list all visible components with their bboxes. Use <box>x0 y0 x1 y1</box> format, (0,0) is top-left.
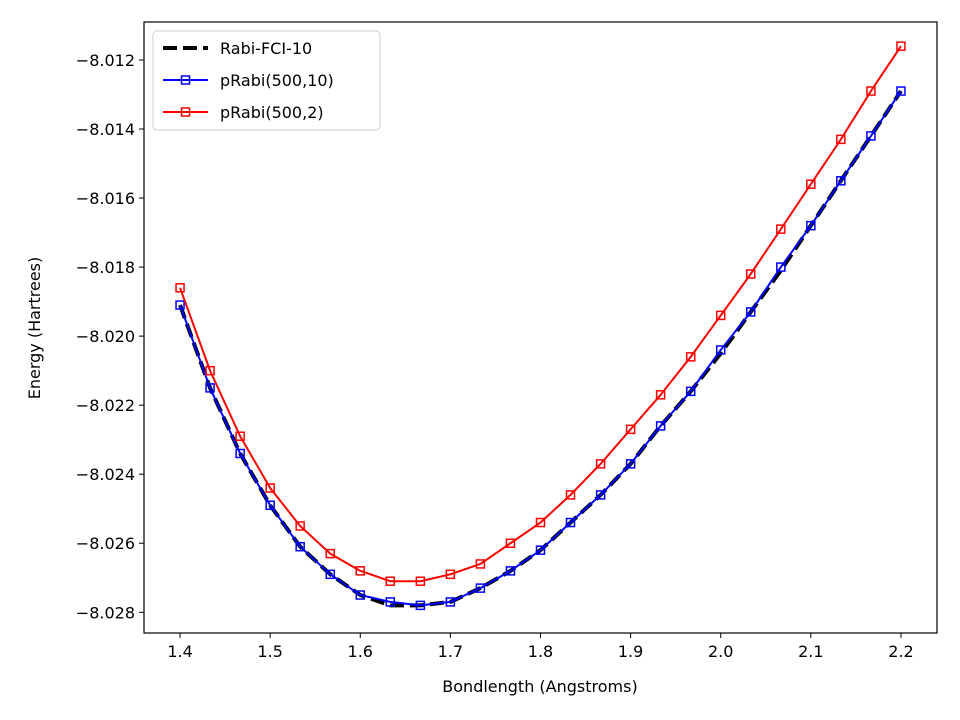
data-point-marker <box>235 431 245 441</box>
x-tick-label: 2.1 <box>798 642 823 661</box>
y-tick-label: −8.028 <box>76 603 135 622</box>
data-point-marker <box>806 179 816 189</box>
data-point-marker <box>685 386 696 397</box>
data-point-marker <box>625 424 636 435</box>
data-point-marker <box>175 300 185 310</box>
data-point-marker <box>806 220 816 231</box>
data-point-marker <box>355 566 366 576</box>
data-point-marker <box>385 576 396 586</box>
data-point-marker <box>595 459 606 469</box>
x-tick-label: 2.0 <box>708 642 733 661</box>
data-point-marker <box>325 548 336 559</box>
x-axis-label: Bondlength (Angstroms) <box>442 677 637 696</box>
y-tick-label: −8.022 <box>76 396 135 415</box>
data-point-marker <box>445 569 456 580</box>
data-point-marker <box>175 283 185 293</box>
series-layer <box>175 41 906 611</box>
legend: Rabi-FCI-10 pRabi(500,10) pRabi(500,2) <box>152 30 381 131</box>
data-point-marker <box>445 597 456 607</box>
y-tick-label: −8.018 <box>76 258 135 277</box>
y-tick-label: −8.020 <box>76 327 135 346</box>
series-line <box>179 90 902 607</box>
x-tick-label: 1.5 <box>257 642 282 661</box>
data-point-marker <box>355 590 366 600</box>
y-tick-label: −8.014 <box>76 120 135 139</box>
data-point-marker <box>685 352 696 362</box>
data-point-marker <box>235 448 245 459</box>
data-point-marker <box>205 365 215 376</box>
data-point-marker <box>715 345 726 355</box>
data-point-marker <box>836 134 846 145</box>
x-tick-label: 1.7 <box>438 642 463 661</box>
data-point-marker <box>866 131 876 141</box>
data-point-marker <box>505 566 516 576</box>
data-point-marker <box>325 569 336 580</box>
legend-label: pRabi(500,10) <box>220 71 334 90</box>
x-tick-label: 1.9 <box>618 642 643 661</box>
data-point-marker <box>295 541 305 552</box>
y-tick-label: −8.026 <box>76 534 135 553</box>
legend-marker-swatch <box>180 107 191 117</box>
data-point-marker <box>896 86 906 96</box>
data-point-marker <box>745 307 756 317</box>
x-tick-label: 1.8 <box>528 642 553 661</box>
data-point-marker <box>595 490 606 500</box>
data-point-marker <box>265 483 275 493</box>
legend-item: pRabi(500,10) <box>163 71 334 90</box>
data-point-marker <box>655 390 666 400</box>
data-point-marker <box>415 576 426 586</box>
data-point-marker <box>655 421 666 431</box>
x-tick-label: 2.2 <box>888 642 913 661</box>
legend-marker-swatch <box>180 75 191 85</box>
data-point-marker <box>265 500 275 511</box>
data-point-marker <box>715 310 726 321</box>
data-point-marker <box>565 490 576 500</box>
y-tick-label: −8.016 <box>76 189 135 208</box>
legend-label: pRabi(500,2) <box>220 103 324 122</box>
data-point-marker <box>475 559 486 569</box>
y-axis-label: Energy (Hartrees) <box>25 257 44 400</box>
data-point-marker <box>535 545 546 555</box>
x-tick-label: 1.4 <box>167 642 192 661</box>
series-prabi-500-10 <box>175 86 906 611</box>
data-point-marker <box>745 269 756 279</box>
data-point-marker <box>505 538 516 548</box>
legend-item: pRabi(500,2) <box>163 103 324 122</box>
x-tick-label: 1.6 <box>348 642 373 661</box>
data-point-marker <box>836 176 846 186</box>
legend-box <box>152 30 381 131</box>
data-point-marker <box>205 383 215 393</box>
data-point-marker <box>866 86 876 96</box>
y-tick-label: −8.012 <box>76 51 135 70</box>
data-point-marker <box>565 517 576 528</box>
legend-label: Rabi-FCI-10 <box>220 39 312 58</box>
y-axis: −8.028 −8.026 −8.024 −8.022 −8.020 −8.018 −8.0… <box>76 51 144 622</box>
data-point-marker <box>776 262 786 272</box>
y-tick-label: −8.024 <box>76 465 135 484</box>
legend-item: Rabi-FCI-10 <box>163 39 312 58</box>
data-point-marker <box>535 517 546 528</box>
data-point-marker <box>776 224 786 234</box>
data-point-marker <box>625 459 636 469</box>
data-point-marker <box>415 600 426 611</box>
series-line <box>179 45 902 583</box>
data-point-marker <box>295 521 305 531</box>
data-point-marker <box>385 597 396 607</box>
data-point-marker <box>475 583 486 593</box>
x-axis: 1.4 1.5 1.6 1.7 1.8 1.9 2.0 2.1 2.2 <box>167 633 914 661</box>
series-prabi-500-2 <box>175 41 906 586</box>
data-point-marker <box>896 41 906 51</box>
